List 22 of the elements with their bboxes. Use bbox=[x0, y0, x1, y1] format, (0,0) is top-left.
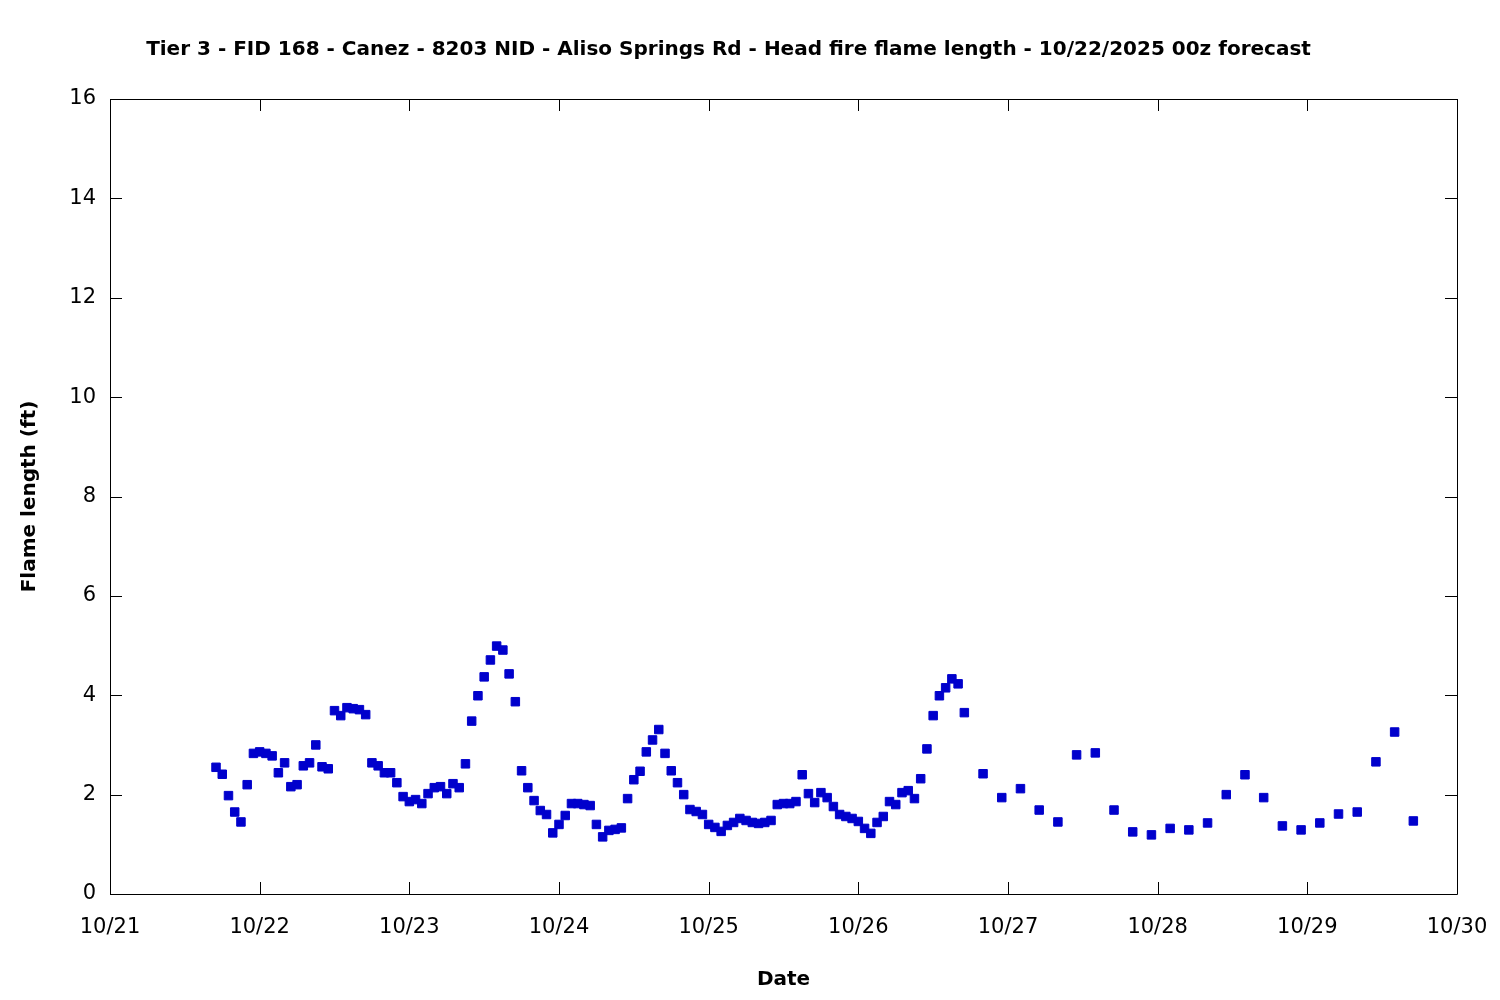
x-axis-title: Date bbox=[756, 966, 811, 991]
x-tick-label: 10/28 bbox=[1127, 914, 1188, 939]
y-tick-label: 14 bbox=[69, 184, 96, 209]
x-tick-label: 10/26 bbox=[828, 914, 889, 939]
x-tick-label: 10/24 bbox=[528, 914, 590, 939]
x-tick-label: 10/21 bbox=[79, 914, 141, 939]
y-tick-label: 4 bbox=[82, 681, 96, 706]
x-tick-label: 10/22 bbox=[229, 914, 290, 939]
x-tick-label: 10/25 bbox=[678, 914, 739, 939]
y-tick-label: 12 bbox=[69, 284, 96, 309]
y-tick-label: 6 bbox=[82, 582, 96, 607]
y-tick-label: 10 bbox=[69, 383, 96, 408]
y-tick-label: 8 bbox=[82, 482, 96, 507]
x-tick-label: 10/23 bbox=[379, 914, 440, 939]
x-tick-label: 10/29 bbox=[1277, 914, 1338, 939]
y-tick-label: 16 bbox=[69, 85, 96, 110]
x-tick-label: 10/30 bbox=[1426, 914, 1488, 939]
chart-title: Tier 3 - FID 168 - Canez - 8203 NID - Aliso Springs Rd - Head fire flame length - 10/22/2025 00z forecast bbox=[146, 36, 1312, 61]
x-tick-label: 10/27 bbox=[977, 914, 1039, 939]
y-tick-label: 2 bbox=[82, 781, 96, 806]
y-axis-title: Flame length (ft) bbox=[16, 400, 41, 593]
y-tick-label: 0 bbox=[82, 880, 96, 905]
